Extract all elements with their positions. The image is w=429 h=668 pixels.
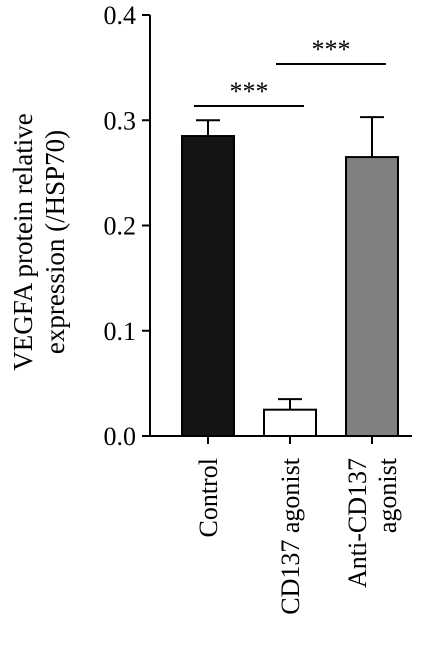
significance-label: *** — [312, 35, 351, 64]
y-tick-label: 0.4 — [104, 1, 137, 30]
bar — [181, 135, 235, 437]
bars-group — [181, 135, 399, 437]
y-tick-label: 0.3 — [104, 106, 137, 135]
y-axis-title: VEGFA protein relative expression (/HSP70… — [8, 113, 70, 370]
y-axis: 0.0 0.1 0.2 0.3 0.4 — [104, 1, 151, 451]
y-tick-label: 0.0 — [104, 422, 137, 451]
x-tick-label: agonist — [373, 457, 402, 533]
x-tick-label: Anti-CD137 — [343, 458, 372, 588]
bar — [263, 408, 317, 437]
significance-group: *** *** — [194, 35, 386, 107]
y-tick-label: 0.1 — [104, 317, 137, 346]
x-tick-label: Control — [194, 458, 223, 537]
error-bars-group — [196, 116, 384, 410]
x-tick-label: CD137 agonist — [276, 457, 305, 615]
x-axis: Control CD137 agonist Anti-CD137 agonist — [150, 435, 412, 615]
bar — [345, 156, 399, 437]
y-tick-label: 0.2 — [104, 212, 137, 241]
y-axis-title-line: VEGFA protein relative — [8, 113, 38, 370]
significance-label: *** — [230, 77, 269, 106]
y-axis-title-line: expression (/HSP70) — [40, 130, 70, 354]
